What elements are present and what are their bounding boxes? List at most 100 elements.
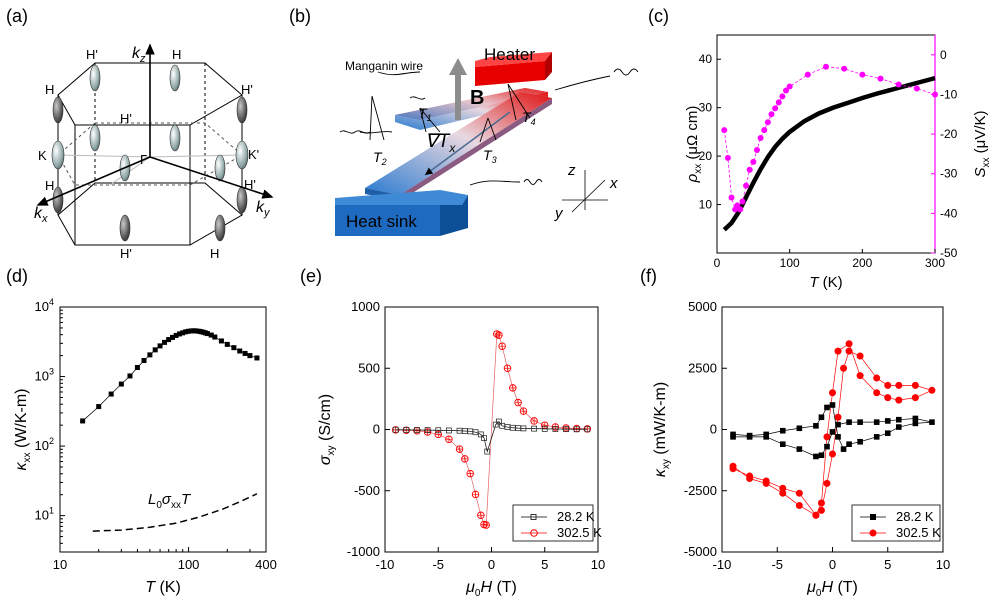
- legend-label: 302.5 K: [896, 525, 941, 540]
- plot-frame: [59, 306, 267, 553]
- kappa-point: [134, 364, 140, 370]
- series-high-point: [795, 489, 803, 497]
- series-high-point: [817, 506, 825, 514]
- kappa-point: [152, 347, 158, 353]
- series-low-point: [896, 424, 902, 430]
- x-tick-label: -10: [713, 557, 732, 572]
- series-high-point: [466, 469, 474, 478]
- series-low-point: [840, 446, 847, 452]
- x-tick-label: 5: [541, 557, 548, 572]
- series-high-point: [779, 489, 787, 497]
- series-high-cross: [531, 417, 538, 424]
- legend-label: 302.5 K: [557, 525, 602, 540]
- y-tick-label: -2500: [684, 483, 717, 498]
- kappa-point: [166, 337, 172, 343]
- series-low-point: [424, 427, 431, 434]
- series-low-point: [403, 426, 410, 433]
- series-high-point: [895, 396, 903, 404]
- kappa-point: [247, 353, 253, 359]
- legend-marker: [530, 514, 537, 520]
- x-tick-label: 0: [829, 557, 836, 572]
- series-high-point: [823, 479, 831, 487]
- series-high-cross: [563, 425, 570, 432]
- legend-box: [851, 504, 941, 542]
- svg-text:H': H': [120, 111, 132, 126]
- panel-label-f: (f): [640, 266, 657, 286]
- kappa-point: [108, 391, 114, 397]
- series-low-point: [835, 434, 841, 440]
- svg-text:H': H': [86, 47, 98, 62]
- series-low-point: [584, 426, 591, 433]
- ky-axis: [149, 156, 274, 199]
- series-low-point: [912, 415, 919, 422]
- kappa-point: [118, 381, 124, 387]
- y-tick-label: 0: [373, 422, 380, 437]
- kappa-point: [186, 328, 192, 334]
- series-low-point: [445, 427, 452, 434]
- seebeck-point: [750, 158, 757, 165]
- seebeck-point: [772, 105, 779, 112]
- kappa-point: [170, 334, 176, 340]
- series-low-point: [813, 453, 819, 460]
- kappa-point: [147, 352, 153, 358]
- y-tick-label: -500: [354, 483, 380, 498]
- x-tick-label: 300: [925, 256, 945, 270]
- seebeck-point: [724, 154, 731, 161]
- kappa-point: [127, 373, 133, 379]
- svg-text:H: H: [210, 246, 219, 261]
- series-high-point: [423, 428, 432, 436]
- kx-label: kx: [34, 205, 48, 225]
- series-high-point: [873, 374, 881, 382]
- seebeck-point: [746, 166, 753, 173]
- chart-resistivity-seebeck: 0 100 200 300 10 20 30 40 0 -10 -20 -30 -40 -50 T (K) ρ…: [684, 34, 992, 291]
- gradient-label: ∇Tx: [425, 131, 456, 155]
- kappa-point: [204, 331, 210, 337]
- series-low-point: [846, 419, 852, 425]
- y-tick-label: 20: [699, 149, 713, 163]
- series-low-point: [929, 419, 935, 425]
- series-low-point: [746, 434, 753, 440]
- series-high-point: [928, 386, 936, 394]
- x-tick-label: 0: [488, 557, 495, 572]
- series-low-point: [435, 427, 442, 434]
- series-low-point: [846, 441, 852, 447]
- seebeck-point: [895, 81, 902, 88]
- heater-label: Heater: [484, 45, 535, 64]
- y-tick-label: 102: [35, 436, 54, 453]
- series-low-point: [884, 430, 891, 436]
- series-low-point: [873, 419, 880, 425]
- series-low-point: [552, 426, 559, 432]
- series-high-point: [477, 511, 485, 520]
- series-low-point: [896, 416, 902, 423]
- y-axis-label: σxy (S/cm): [317, 394, 337, 465]
- series-high-point: [461, 455, 469, 463]
- series-low-point: [912, 420, 919, 427]
- axis-y-label: y: [554, 205, 564, 222]
- series-high-cross: [520, 408, 527, 415]
- y-tick-label: 101: [35, 506, 54, 523]
- heatsink-label: Heat sink: [346, 212, 417, 231]
- lorenz-annotation: L0σxxT: [148, 491, 192, 511]
- kappa-point: [218, 338, 224, 344]
- kappa-point: [173, 332, 179, 338]
- series-low-point: [818, 452, 825, 459]
- y2-tick-label: -30: [940, 167, 958, 181]
- kappa-point: [224, 341, 230, 347]
- panel-label-a: (a): [6, 6, 28, 26]
- series-high-point: [541, 421, 549, 429]
- y-tick-label: 104: [35, 297, 54, 314]
- x-tick-label: 200: [852, 256, 872, 270]
- y2-tick-label: -20: [940, 127, 958, 141]
- series-high-point: [812, 511, 820, 519]
- series-high-point: [829, 389, 836, 397]
- x-tick-label: 10: [591, 557, 605, 572]
- legend-box: [512, 504, 594, 542]
- y-tick-label: 103: [35, 367, 54, 384]
- lorenz-curve: [92, 493, 258, 532]
- t3-label: T3: [483, 147, 497, 165]
- series-high-cross: [445, 436, 452, 443]
- series-high-point: [873, 389, 881, 397]
- kx-axis: [36, 156, 151, 206]
- y-tick-label: 0: [710, 422, 717, 437]
